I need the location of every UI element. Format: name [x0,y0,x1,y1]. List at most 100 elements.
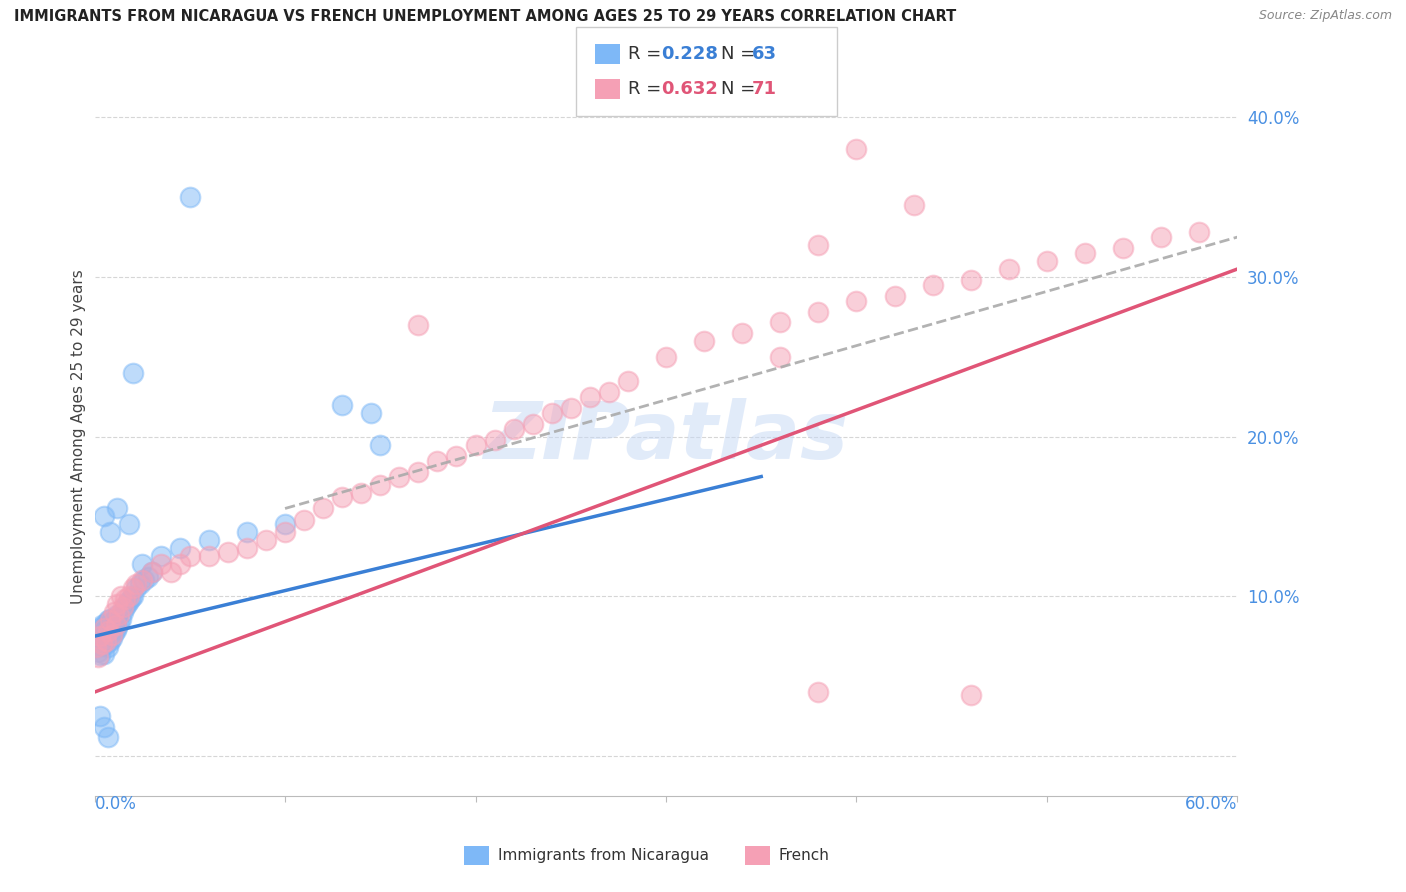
Point [100,631,122,645]
Point [103,616,125,631]
Point [598,384,620,399]
Point [578,390,600,404]
Point [110,612,132,626]
Point [114,600,136,615]
Point [98,623,121,637]
Point [408,318,430,332]
Point [883,289,905,303]
Point [179,549,201,564]
Text: 60.0%: 60.0% [1185,795,1237,813]
Point [903,198,925,212]
Point [769,315,792,329]
Point [1150,230,1173,244]
Text: 0.228: 0.228 [661,45,718,62]
Point [93,619,115,633]
Point [312,501,335,516]
Point [97,613,120,627]
Point [959,688,981,702]
Point [131,558,153,572]
Point [198,549,221,564]
Point [292,513,315,527]
Point [91,635,114,649]
Point [179,190,201,204]
Text: 71: 71 [752,80,778,98]
Point [93,624,115,639]
Text: R =: R = [628,45,668,62]
Point [141,566,163,580]
Point [103,626,125,640]
Point [236,525,259,540]
Point [115,597,138,611]
Text: N =: N = [721,45,761,62]
Y-axis label: Unemployment Among Ages 25 to 29 years: Unemployment Among Ages 25 to 29 years [72,269,86,604]
Point [274,517,297,532]
Point [87,645,110,659]
Point [169,558,191,572]
Point [426,453,449,467]
Point [368,437,391,451]
Point [845,293,868,308]
Point [100,627,122,641]
Point [98,612,121,626]
Point [98,525,121,540]
Point [93,647,115,661]
Point [97,624,120,639]
Point [97,640,120,655]
Point [360,406,382,420]
Point [98,634,121,648]
Point [87,624,110,639]
Point [94,634,117,648]
Text: R =: R = [628,80,668,98]
Point [769,350,792,364]
Point [94,616,117,631]
Point [560,401,582,415]
Point [89,629,111,643]
Point [93,621,115,635]
Point [169,541,191,556]
Point [107,619,129,633]
Point [693,334,716,348]
Point [502,422,524,436]
Point [108,616,131,631]
Point [921,277,943,292]
Text: 63: 63 [752,45,778,62]
Point [89,637,111,651]
Point [617,374,640,388]
Point [114,592,136,607]
Point [368,477,391,491]
Point [86,634,108,648]
Point [540,406,562,420]
Point [408,465,430,479]
Point [131,574,153,588]
Point [254,533,277,548]
Point [87,629,110,643]
Point [86,640,108,655]
Point [98,613,121,627]
Point [104,618,127,632]
Text: 0.632: 0.632 [661,80,717,98]
Point [845,142,868,156]
Point [110,589,132,603]
Point [150,558,173,572]
Point [112,605,135,619]
Point [108,608,131,623]
Text: French: French [779,848,830,863]
Point [107,608,129,623]
Point [104,613,127,627]
Point [107,501,129,516]
Point [103,605,125,619]
Point [118,517,141,532]
Point [464,437,486,451]
Point [1112,241,1135,255]
Point [91,639,114,653]
Point [97,730,120,744]
Text: Source: ZipAtlas.com: Source: ZipAtlas.com [1258,9,1392,22]
Point [350,485,373,500]
Point [118,594,141,608]
Point [1188,225,1211,239]
Point [236,541,259,556]
Point [388,469,411,483]
Point [217,544,239,558]
Point [446,449,468,463]
Point [121,582,143,596]
